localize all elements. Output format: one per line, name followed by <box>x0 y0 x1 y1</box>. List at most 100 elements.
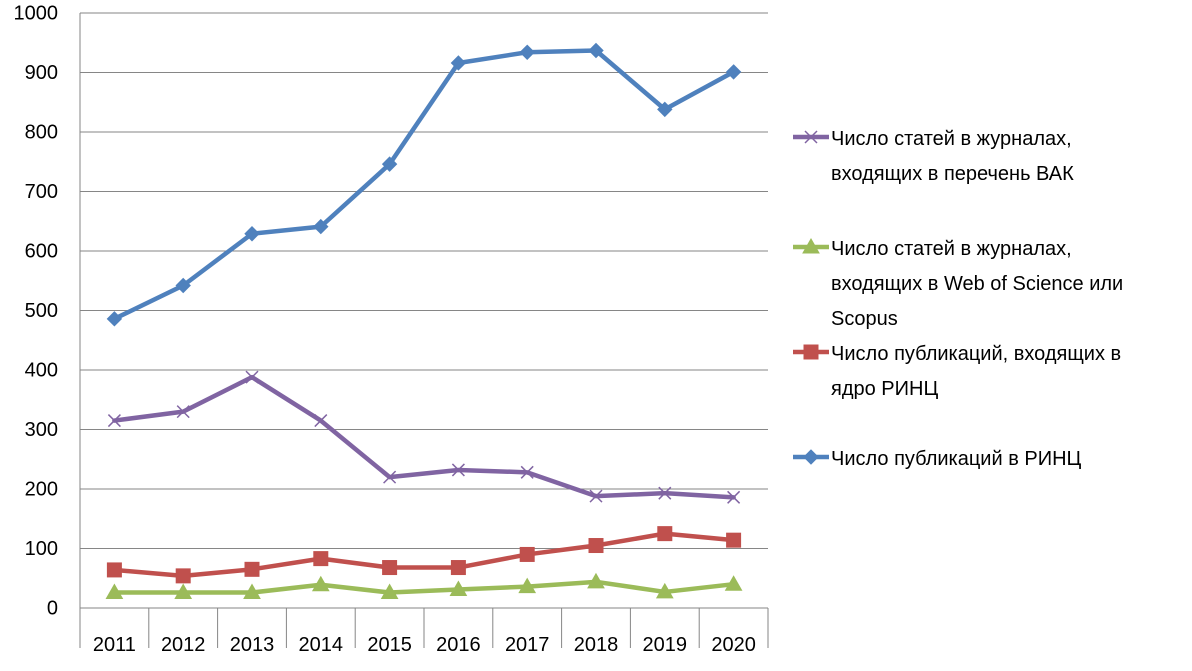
data-point <box>174 583 193 600</box>
data-point <box>175 277 191 294</box>
data-point <box>381 156 398 172</box>
y-tick-label: 300 <box>25 419 58 441</box>
series-line <box>112 48 736 322</box>
data-point <box>105 583 124 600</box>
x-tick-label: 2013 <box>230 634 275 656</box>
marker-stroke <box>804 130 818 144</box>
legend-entry: Число статей в журналах, входящих в переч… <box>793 128 1074 185</box>
data-point <box>380 583 399 600</box>
data-point <box>311 575 330 592</box>
marker-stroke <box>107 414 121 428</box>
legend-marker <box>803 344 819 360</box>
legend-marker <box>804 130 818 144</box>
legend-label: Число публикаций в РИНЦ <box>831 448 1082 470</box>
legend-label: Scopus <box>831 308 898 330</box>
legend-entry: Число статей в журналах, входящих в Web o… <box>793 237 1123 330</box>
data-point <box>655 582 674 599</box>
gridlines <box>80 12 768 549</box>
data-point <box>107 414 121 428</box>
x-tick-label: 2014 <box>299 634 344 656</box>
data-point <box>106 311 123 327</box>
y-tick-label: 700 <box>25 181 58 203</box>
legend-marker <box>802 237 820 254</box>
data-point <box>724 575 743 591</box>
data-point <box>449 580 468 597</box>
data-point <box>106 562 122 578</box>
data-point <box>313 551 329 567</box>
y-tick-label: 1000 <box>14 2 59 24</box>
data-point <box>519 546 535 562</box>
legend: Число статей в журналах, входящих в переч… <box>793 128 1123 470</box>
data-point <box>518 577 537 594</box>
marker-stroke <box>451 463 465 477</box>
legend-marker <box>803 449 819 465</box>
data-point <box>657 101 673 118</box>
data-point <box>727 490 741 504</box>
series-3 <box>106 526 742 584</box>
marker-stroke <box>245 370 259 384</box>
axes: 0 100 200 300 400 500 600 700 800 900 1000 2011 2012… <box>14 2 769 656</box>
data-point <box>451 463 465 477</box>
legend-entry: Число публикаций, входящих в ядро РИНЦ <box>793 343 1121 400</box>
x-tick-label: 2015 <box>367 634 412 656</box>
data-point <box>176 405 190 419</box>
data-point <box>243 583 261 600</box>
data-point <box>383 470 397 484</box>
data-point <box>520 465 534 479</box>
legend-label: входящих в Web of Science или <box>831 273 1123 295</box>
legend-label: входящих в перечень ВАК <box>831 163 1074 185</box>
data-point <box>589 489 603 503</box>
legend-label: ядро РИНЦ <box>831 378 938 400</box>
legend-label: Число статей в журналах, <box>831 238 1072 260</box>
data-point <box>450 55 467 71</box>
y-tick-label: 100 <box>25 538 58 560</box>
data-point <box>588 538 604 554</box>
marker-stroke <box>658 486 672 500</box>
data-point <box>657 526 673 542</box>
x-tick-label: 2012 <box>161 634 206 656</box>
series-1 <box>107 370 741 504</box>
marker-stroke <box>383 470 397 484</box>
marker-stroke <box>520 465 534 479</box>
x-tick-label: 2011 <box>93 634 136 656</box>
series-4 <box>106 42 742 327</box>
x-tick-label: 2018 <box>574 634 619 656</box>
data-point <box>587 572 605 589</box>
data-point <box>175 568 191 584</box>
data-point <box>314 414 328 428</box>
data-point <box>450 560 466 576</box>
x-tick-label: 2017 <box>505 634 550 656</box>
marker-stroke <box>589 489 603 503</box>
data-point <box>244 226 260 242</box>
y-tick-label: 0 <box>47 597 58 619</box>
y-tick-label: 400 <box>25 359 58 381</box>
data-point <box>725 64 742 80</box>
x-tick-label: 2020 <box>711 634 756 656</box>
marker-stroke <box>176 405 190 419</box>
data-point <box>519 44 535 60</box>
y-tick-label: 900 <box>25 62 58 84</box>
y-tick-label: 200 <box>25 478 58 500</box>
plot-area <box>105 42 743 600</box>
y-tick-label: 600 <box>25 240 58 262</box>
series-2 <box>105 572 743 600</box>
legend-label: Число статей в журналах, <box>831 128 1072 150</box>
data-point <box>382 560 398 576</box>
y-tick-label: 500 <box>25 300 58 322</box>
marker-stroke <box>727 490 741 504</box>
y-tick-label: 800 <box>25 121 58 143</box>
x-tick-label: 2016 <box>436 634 481 656</box>
data-point <box>726 532 742 548</box>
series-line <box>112 374 736 500</box>
data-point <box>313 218 329 235</box>
data-point <box>588 42 604 59</box>
legend-entry: Число публикаций в РИНЦ <box>793 448 1082 470</box>
data-point <box>658 486 672 500</box>
legend-label: Число публикаций, входящих в <box>831 343 1121 365</box>
data-point <box>244 561 260 577</box>
series-line <box>112 531 736 579</box>
series-line <box>112 579 736 595</box>
data-point <box>245 370 259 384</box>
